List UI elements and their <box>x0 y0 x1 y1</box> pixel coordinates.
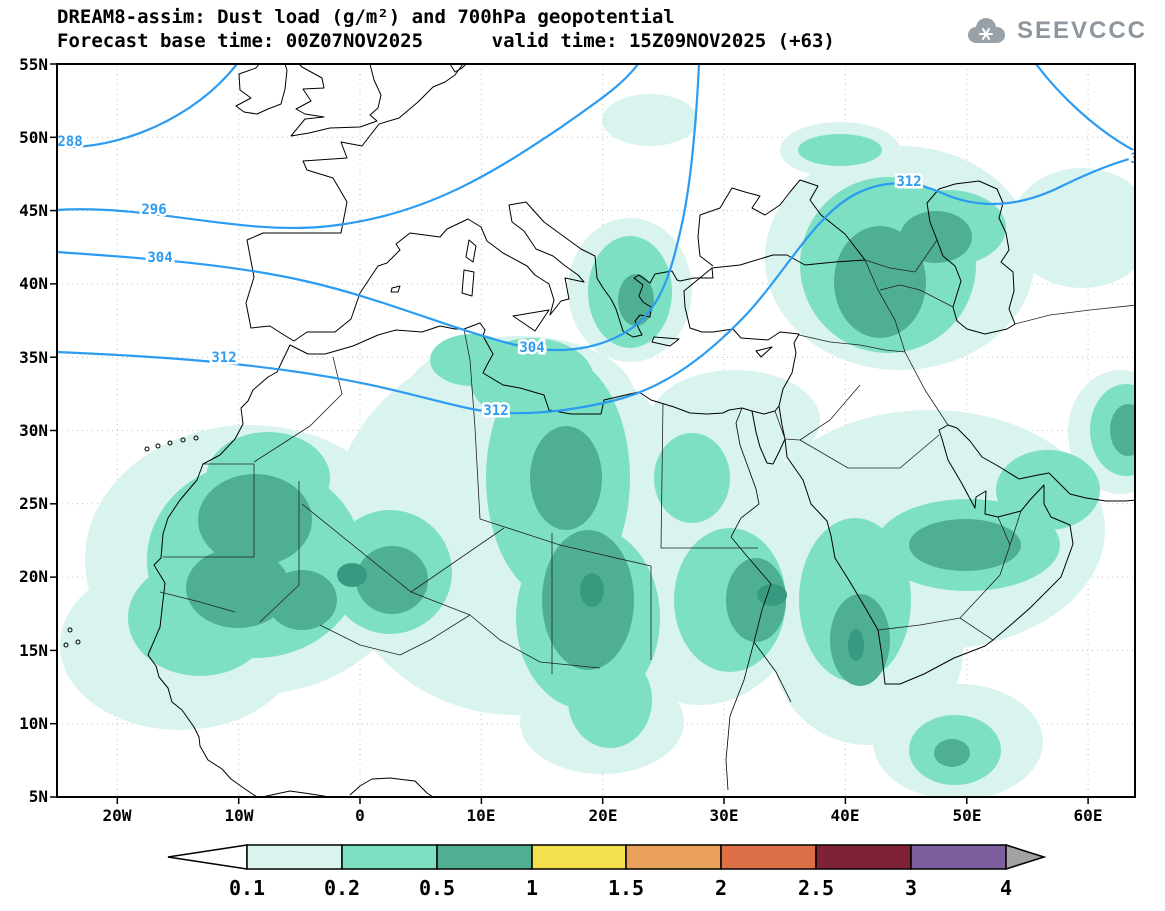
coastline-caspian <box>926 180 1016 335</box>
colorbar-labels: 0.1 0.2 0.5 1 1.5 2 2.5 3 4 <box>229 876 1012 900</box>
lon-axis-labels: 20W 10W 0 10E 20E 30E 40E 50E 60E <box>103 806 1103 825</box>
chart-title-line2: Forecast base time: 00Z07NOV2025 valid t… <box>57 30 835 52</box>
logo-text: SEEVCCC <box>1016 17 1147 44</box>
colorbar-label-4: 4 <box>1000 876 1012 900</box>
contour-312 <box>57 156 1135 415</box>
lat-tick-20n: 20N <box>19 567 48 586</box>
geo-label-312-east: 312 <box>896 174 921 190</box>
colorbar-label-3: 3 <box>905 876 917 900</box>
colorbar-cell-0.1-0.2 <box>246 844 343 870</box>
lon-tick-40e: 40E <box>831 806 860 825</box>
lon-tick-20e: 20E <box>589 806 618 825</box>
colorbar-label-2.5: 2.5 <box>798 876 834 900</box>
colorbar-label-1.5: 1.5 <box>608 876 644 900</box>
island-corsica <box>465 239 477 263</box>
lat-tick-35n: 35N <box>19 348 48 367</box>
river-nile <box>725 407 792 791</box>
colorbar-cell-0.5-1 <box>436 844 533 870</box>
lon-tick-30e: 30E <box>710 806 739 825</box>
lat-tick-50n: 50N <box>19 128 48 147</box>
island-majorca <box>390 285 401 293</box>
chart-title-line1: DREAM8-assim: Dust load (g/m²) and 700hP… <box>57 6 675 28</box>
lat-tick-40n: 40N <box>19 274 48 293</box>
lon-tick-60e: 60E <box>1074 806 1103 825</box>
lon-tick-10w: 10W <box>225 806 254 825</box>
coastline-black-sea <box>697 179 866 269</box>
island-canaries <box>144 435 199 452</box>
colorbar: 0.1 0.2 0.5 1 1.5 2 2.5 3 4 <box>167 843 1047 900</box>
coastline-ireland <box>235 64 288 115</box>
coastlines <box>63 64 1135 797</box>
seevccc-logo: SEEVCCC <box>963 16 1147 46</box>
colorbar-cell-0.2-0.5 <box>341 844 438 870</box>
geo-label-312-west: 312 <box>211 350 236 366</box>
geo-label-304-central: 304 <box>519 340 544 356</box>
contour-304 <box>57 64 701 352</box>
geo-label-296: 296 <box>141 202 166 218</box>
coastline-arabia <box>755 424 1135 685</box>
lon-tick-10e: 10E <box>467 806 496 825</box>
lon-tick-0: 0 <box>355 806 365 825</box>
colorbar-cell-1.5-2 <box>625 844 722 870</box>
dust-fill-level4 <box>337 563 864 661</box>
colorbar-label-2: 2 <box>715 876 727 900</box>
coastline-sinai-links <box>751 405 786 440</box>
island-crete <box>651 336 680 347</box>
colorbar-right-arrow <box>1005 843 1047 871</box>
lat-tick-55n: 55N <box>19 55 48 74</box>
lat-tick-30n: 30N <box>19 421 48 440</box>
colorbar-label-0.1: 0.1 <box>229 876 265 900</box>
island-cyprus <box>755 346 773 358</box>
colorbar-cell-2-2.5 <box>720 844 817 870</box>
colorbar-cell-3-4 <box>910 844 1007 870</box>
island-cape-verde <box>63 627 81 648</box>
geo-label-312-central: 312 <box>483 403 508 419</box>
contour-296 <box>57 64 640 230</box>
cloud-icon <box>967 18 1005 43</box>
axis-ticks <box>50 63 1089 804</box>
coastline-britain <box>290 64 382 137</box>
lon-tick-20w: 20W <box>103 806 132 825</box>
lat-tick-25n: 25N <box>19 494 48 513</box>
island-sicily <box>512 309 550 332</box>
lat-tick-10n: 10N <box>19 714 48 733</box>
lat-tick-15n: 15N <box>19 641 48 660</box>
geo-label-312-edge: 312 <box>1130 151 1155 167</box>
colorbar-label-1: 1 <box>526 876 538 900</box>
colorbar-cell-1-1.5 <box>531 844 627 870</box>
geopotential-contours <box>57 64 1135 415</box>
lat-tick-5n: 5N <box>29 787 48 806</box>
colorbar-left-arrow <box>167 844 248 870</box>
coastline-denmark <box>449 64 467 73</box>
lat-tick-45n: 45N <box>19 201 48 220</box>
contour-288 <box>57 64 239 149</box>
contour-northeast-corner <box>1034 64 1135 153</box>
colorbar-label-0.5: 0.5 <box>419 876 455 900</box>
lat-axis-labels: 55N 50N 45N 40N 35N 30N 25N 20N 15N 10N … <box>19 55 48 806</box>
geo-label-304-west: 304 <box>147 250 172 266</box>
lon-tick-50e: 50E <box>953 806 982 825</box>
country-borders <box>159 239 1135 674</box>
colorbar-cell-2.5-3 <box>815 844 912 870</box>
geo-label-288: 288 <box>57 134 82 150</box>
geopotential-labels: 288 296 304 312 304 312 312 312 <box>57 132 1155 422</box>
chart-titles: DREAM8-assim: Dust load (g/m²) and 700hP… <box>57 5 835 53</box>
coastline-guinea-gulf <box>261 777 434 797</box>
island-sardinia <box>461 269 475 297</box>
coastline-mainland <box>147 64 800 797</box>
colorbar-label-0.2: 0.2 <box>324 876 360 900</box>
